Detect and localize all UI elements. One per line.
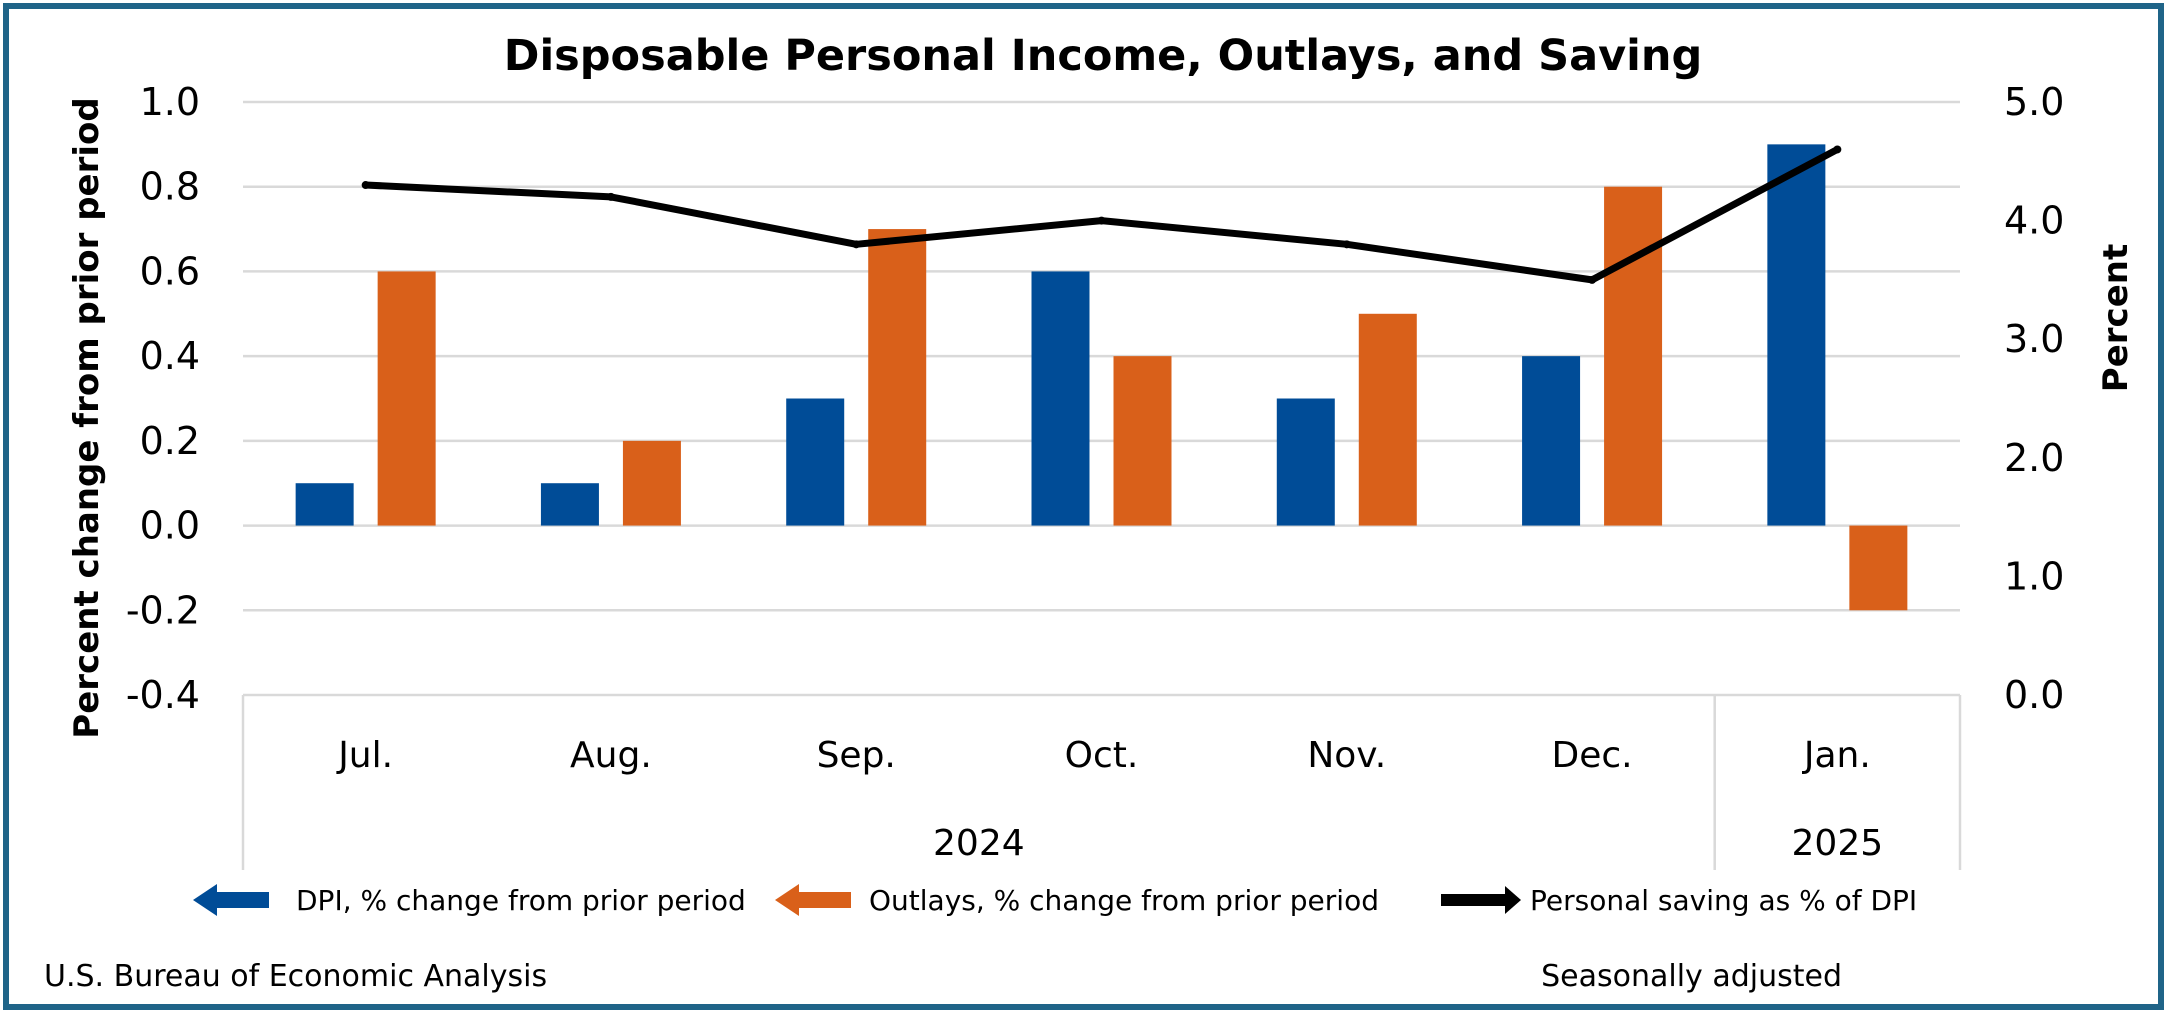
y2-tick-label: 4.0: [2004, 199, 2064, 243]
saving-point: [1588, 275, 1597, 284]
dpi-bar: [295, 483, 354, 526]
outlays-bar: [1358, 313, 1417, 526]
category-label: Nov.: [1307, 735, 1386, 776]
y-tick-label: -0.4: [126, 673, 200, 717]
outlays-bar: [868, 229, 927, 526]
legend-label: Personal saving as % of DPI: [1530, 884, 1917, 917]
saving-line: [361, 145, 1842, 284]
outlays-bar: [377, 271, 436, 526]
year-label: 2024: [933, 823, 1025, 864]
bars: [295, 144, 1908, 611]
category-label: Sep.: [817, 735, 896, 776]
chart-frame: [3, 3, 2164, 1010]
legend-swatch: [215, 892, 269, 908]
right-axis-ticks: 5.0 4.0 3.0 2.0 1.0 0.0: [2004, 80, 2064, 717]
dpi-bar: [1522, 356, 1581, 526]
outlays-bar: [622, 440, 681, 526]
seasonal-note: Seasonally adjusted: [1541, 959, 1842, 994]
category-label: Jul.: [336, 735, 393, 776]
dpi-bar: [540, 483, 599, 526]
saving-point: [1342, 240, 1351, 249]
legend-label: DPI, % change from prior period: [296, 884, 746, 917]
y-tick-label: 1.0: [140, 80, 200, 124]
category-label: Aug.: [570, 735, 652, 776]
outlays-bar: [1849, 525, 1908, 611]
outlays-bar: [1604, 186, 1663, 526]
y-tick-label: 0.6: [140, 249, 200, 293]
chart-title: Disposable Personal Income, Outlays, and…: [504, 31, 1703, 81]
legend-arrow-icon: [193, 884, 217, 916]
category-axis: 2024 2025 Jul. Aug. Sep. Oct. Nov. Dec. Jan.: [241, 695, 1962, 870]
source-note: U.S. Bureau of Economic Analysis: [44, 959, 547, 994]
dpi-bar: [786, 398, 845, 526]
dpi-bar: [1031, 271, 1090, 526]
left-axis-ticks: 1.0 0.8 0.6 0.4 0.2 0.0 -0.2 -0.4: [126, 80, 200, 717]
category-label: Dec.: [1552, 735, 1633, 776]
y2-tick-label: 3.0: [2004, 317, 2064, 361]
dpi-bar: [1767, 144, 1826, 526]
y-tick-label: 0.2: [140, 419, 200, 463]
saving-point: [361, 181, 370, 190]
saving-point: [606, 192, 615, 201]
legend-swatch: [797, 892, 851, 908]
legend-arrow-icon: [775, 884, 799, 916]
outlays-bar: [1113, 356, 1172, 526]
legend-arrow-icon: [1505, 886, 1521, 914]
year-label: 2025: [1792, 823, 1884, 864]
y2-tick-label: 0.0: [2004, 673, 2064, 717]
y-tick-label: 0.0: [140, 504, 200, 548]
y-tick-label: 0.8: [140, 165, 200, 209]
dpi-bar: [1276, 398, 1335, 526]
saving-point: [852, 240, 861, 249]
category-label: Jan.: [1802, 735, 1871, 776]
y-tick-label: 0.4: [140, 334, 200, 378]
y2-tick-label: 5.0: [2004, 80, 2064, 124]
category-label: Oct.: [1065, 735, 1139, 776]
right-axis-label: Percent: [2096, 244, 2136, 392]
gridlines: [243, 100, 1960, 697]
saving-point: [1097, 216, 1106, 225]
left-axis-label: Percent change from prior period: [67, 97, 107, 738]
legend-label: Outlays, % change from prior period: [869, 884, 1379, 917]
y2-tick-label: 2.0: [2004, 436, 2064, 480]
y-tick-label: -0.2: [126, 588, 200, 632]
legend: DPI, % change from prior period Outlays, …: [193, 884, 1917, 917]
y2-tick-label: 1.0: [2004, 554, 2064, 598]
saving-point: [1833, 145, 1842, 154]
